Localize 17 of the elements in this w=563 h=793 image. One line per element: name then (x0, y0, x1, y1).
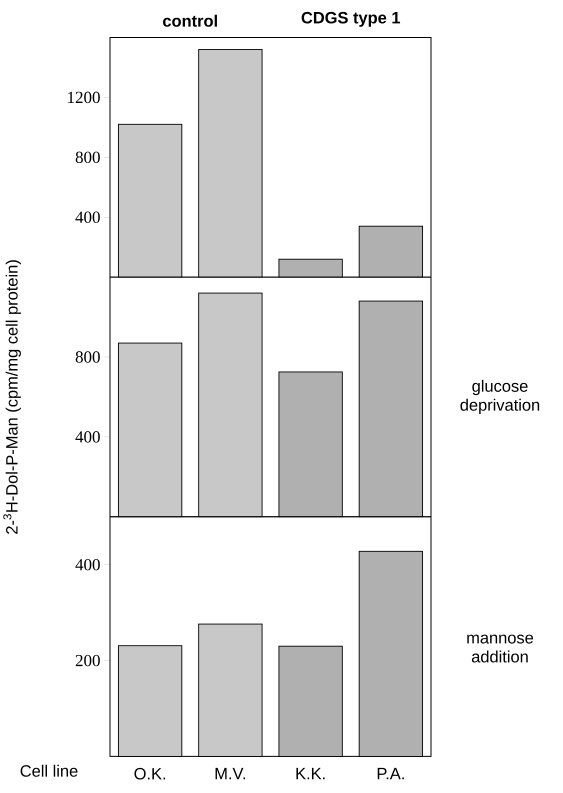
x-axis-title: Cell line (20, 764, 78, 777)
y-tick-label: 400 (75, 212, 100, 223)
x-tick-label: K.K. (296, 768, 325, 780)
text: CDGS type 1 (302, 12, 400, 27)
x-tick-label: O.K. (134, 768, 166, 780)
x-tick-label: M.V. (216, 768, 246, 780)
y-tick-label: 800 (76, 351, 100, 363)
text: glucose deprivation (460, 380, 540, 414)
y-tick-label: 800 (76, 152, 100, 164)
y-tick-label: 200 (76, 654, 100, 666)
text: mannose addition (467, 634, 534, 663)
x-tick-label: P.A. (378, 768, 404, 780)
y-tick-label: 400 (75, 431, 100, 443)
y-axis-title: 2-$^{3}$H-Dol-P-Man (cpm/mg cell protein) (3, 260, 21, 534)
y-tick-label: 400 (75, 558, 100, 570)
text: control (163, 14, 217, 27)
y-tick-label: 1200 (68, 92, 100, 104)
